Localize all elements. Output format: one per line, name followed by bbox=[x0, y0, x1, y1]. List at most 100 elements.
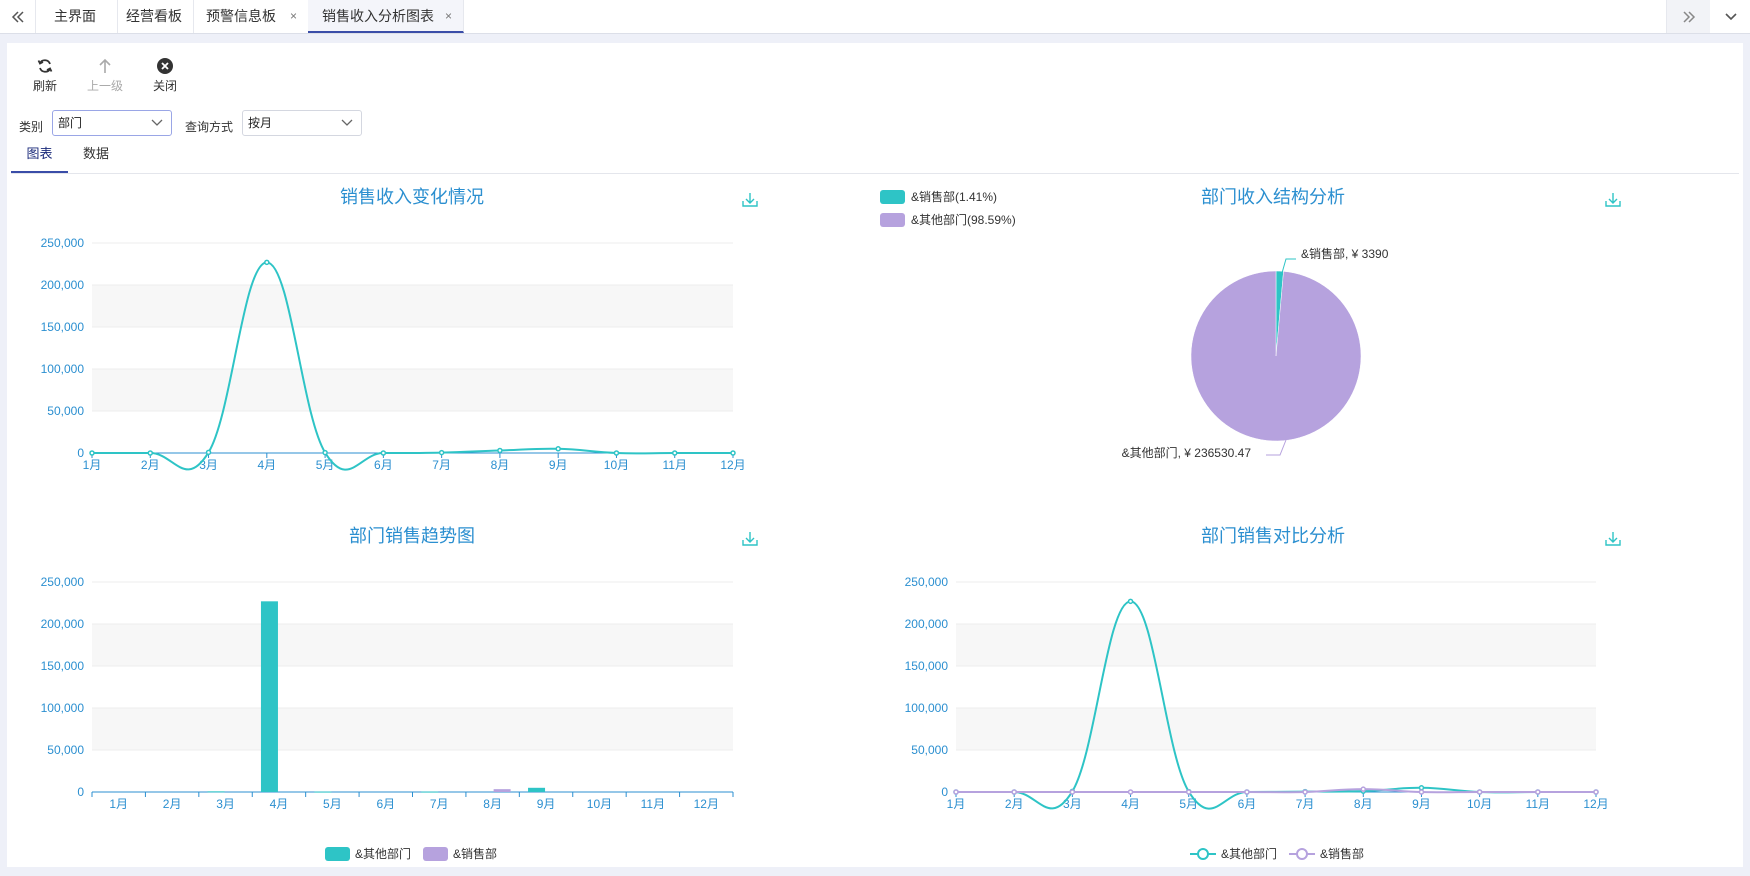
category-label: 类别 bbox=[19, 120, 44, 134]
scroll-tabs-left-icon[interactable] bbox=[0, 0, 36, 33]
data-point bbox=[1244, 789, 1250, 795]
legend-item[interactable]: &其他部门 bbox=[325, 846, 411, 861]
refresh-button[interactable]: 刷新 bbox=[20, 57, 70, 94]
chevron-down-icon bbox=[341, 119, 353, 126]
y-tick-label: 50,000 bbox=[47, 404, 84, 418]
chart-title: 部门收入结构分析 bbox=[1201, 187, 1345, 207]
x-tick-label: 8月 bbox=[1354, 797, 1373, 811]
leader-line bbox=[1281, 258, 1296, 274]
y-tick-label: 50,000 bbox=[911, 743, 948, 757]
download-icon[interactable] bbox=[740, 190, 760, 210]
main-panel: 刷新 上一级 关闭 类别 部门 查询方式 按月 图表 数据 销售收 bbox=[7, 43, 1743, 867]
x-tick-label: 4月 bbox=[270, 797, 289, 811]
grid-band bbox=[92, 369, 733, 411]
grid-band bbox=[92, 624, 733, 666]
x-tick-label: 6月 bbox=[1238, 797, 1257, 811]
x-tick-label: 1月 bbox=[83, 458, 102, 472]
tab-chart[interactable]: 图表 bbox=[11, 141, 68, 173]
bar bbox=[528, 787, 546, 792]
download-icon[interactable] bbox=[1603, 190, 1623, 210]
x-tick-label: 1月 bbox=[947, 797, 966, 811]
x-tick-label: 5月 bbox=[1179, 797, 1198, 811]
legend-item[interactable]: &销售部 bbox=[1289, 846, 1364, 861]
tab-dashboard[interactable]: 经营看板 bbox=[112, 0, 194, 33]
data-point bbox=[497, 447, 503, 454]
query-mode-select[interactable]: 按月 bbox=[242, 110, 362, 136]
refresh-label: 刷新 bbox=[32, 79, 57, 93]
tab-alerts-close-icon[interactable]: × bbox=[290, 9, 298, 23]
x-tick-label: 3月 bbox=[1063, 797, 1082, 811]
data-point bbox=[613, 450, 620, 456]
tab-main[interactable]: 主界面 bbox=[40, 0, 118, 33]
scroll-tabs-right-icon[interactable] bbox=[1666, 0, 1710, 33]
category-select-value: 部门 bbox=[58, 116, 83, 130]
legend-swatch bbox=[423, 847, 448, 861]
data-point bbox=[1593, 789, 1599, 795]
grid-band bbox=[956, 708, 1596, 750]
chart-title: 部门销售趋势图 bbox=[349, 526, 475, 546]
data-point bbox=[205, 449, 212, 456]
data-point bbox=[555, 446, 561, 452]
x-tick-label: 5月 bbox=[323, 797, 342, 811]
tab-sales-analysis-label: 销售收入分析图表 bbox=[322, 8, 434, 24]
data-point bbox=[322, 449, 328, 456]
data-point bbox=[1127, 598, 1134, 605]
pie-area bbox=[1190, 258, 1362, 456]
legend-item[interactable]: &销售部 bbox=[423, 846, 497, 861]
legend-label: &其他部门 bbox=[355, 846, 411, 861]
x-tick-label: 11月 bbox=[1526, 797, 1550, 811]
y-tick-label: 100,000 bbox=[41, 362, 85, 376]
download-icon[interactable] bbox=[1603, 529, 1623, 549]
data-point bbox=[1011, 789, 1017, 795]
legend-item[interactable]: &其他部门(98.59%) bbox=[880, 212, 1016, 227]
up-level-label: 上一级 bbox=[86, 79, 123, 93]
legend-swatch bbox=[880, 213, 905, 227]
y-tick-label: 250,000 bbox=[905, 575, 949, 589]
sales-revenue-trend-chart: 销售收入变化情况 0 50,000 100,000 150,000 200,000 250… bbox=[41, 187, 760, 472]
y-tick-label: 100,000 bbox=[905, 701, 949, 715]
grid-band bbox=[92, 708, 733, 750]
tab-alerts-label: 预警信息板 bbox=[206, 8, 276, 24]
x-tick-label: 12月 bbox=[1583, 797, 1608, 811]
close-circle-icon bbox=[157, 58, 173, 74]
x-tick-label: 9月 bbox=[1412, 797, 1431, 811]
bar-legend: &其他部门 &销售部 bbox=[325, 846, 497, 861]
slice-label: &销售部, ¥ 3390 bbox=[1301, 246, 1389, 261]
download-icon[interactable] bbox=[740, 529, 760, 549]
x-tick-label: 10月 bbox=[587, 797, 612, 811]
series-line bbox=[955, 788, 1596, 794]
tab-sales-analysis[interactable]: 销售收入分析图表 × bbox=[308, 0, 464, 33]
up-level-button[interactable]: 上一级 bbox=[80, 57, 130, 94]
legend-item[interactable]: &其他部门 bbox=[1190, 846, 1277, 861]
close-button[interactable]: 关闭 bbox=[140, 57, 190, 94]
view-tabs: 图表 数据 bbox=[11, 141, 1739, 174]
data-point bbox=[1185, 789, 1192, 795]
legend-item[interactable]: &销售部(1.41%) bbox=[880, 189, 997, 204]
x-tick-label: 3月 bbox=[216, 797, 235, 811]
bar bbox=[493, 789, 511, 792]
chevron-down-icon bbox=[151, 119, 163, 126]
data-point bbox=[953, 789, 959, 795]
category-select[interactable]: 部门 bbox=[52, 110, 172, 136]
x-tick-label: 9月 bbox=[549, 458, 568, 472]
tab-alerts[interactable]: 预警信息板 × bbox=[192, 0, 310, 33]
tab-data[interactable]: 数据 bbox=[71, 141, 121, 173]
data-point bbox=[1535, 789, 1541, 795]
department-sales-trend-chart: 部门销售趋势图 0 50,000 100,000 150,000 200,000 250,… bbox=[41, 526, 760, 861]
y-tick-label: 150,000 bbox=[905, 659, 949, 673]
y-tick-label: 250,000 bbox=[41, 236, 85, 250]
pie-legend: &销售部(1.41%) &其他部门(98.59%) bbox=[880, 189, 1016, 227]
tab-menu-chevron-down-icon[interactable] bbox=[1712, 0, 1750, 33]
x-tick-label: 3月 bbox=[199, 458, 218, 472]
chart-title: 销售收入变化情况 bbox=[340, 187, 484, 207]
bar bbox=[207, 791, 225, 793]
tab-sales-analysis-close-icon[interactable]: × bbox=[445, 9, 453, 23]
x-tick-label: 5月 bbox=[316, 458, 335, 472]
plot-area: 0 50,000 100,000 150,000 200,000 250,000 1月 2月 3… bbox=[41, 236, 746, 472]
y-tick-label: 150,000 bbox=[41, 320, 85, 334]
leader-line bbox=[1266, 439, 1287, 456]
legend-label: &销售部 bbox=[453, 846, 497, 861]
top-tab-bar: 主界面 经营看板 预警信息板 × 销售收入分析图表 × bbox=[0, 0, 1750, 34]
x-tick-label: 12月 bbox=[694, 797, 719, 811]
y-tick-label: 200,000 bbox=[41, 278, 85, 292]
